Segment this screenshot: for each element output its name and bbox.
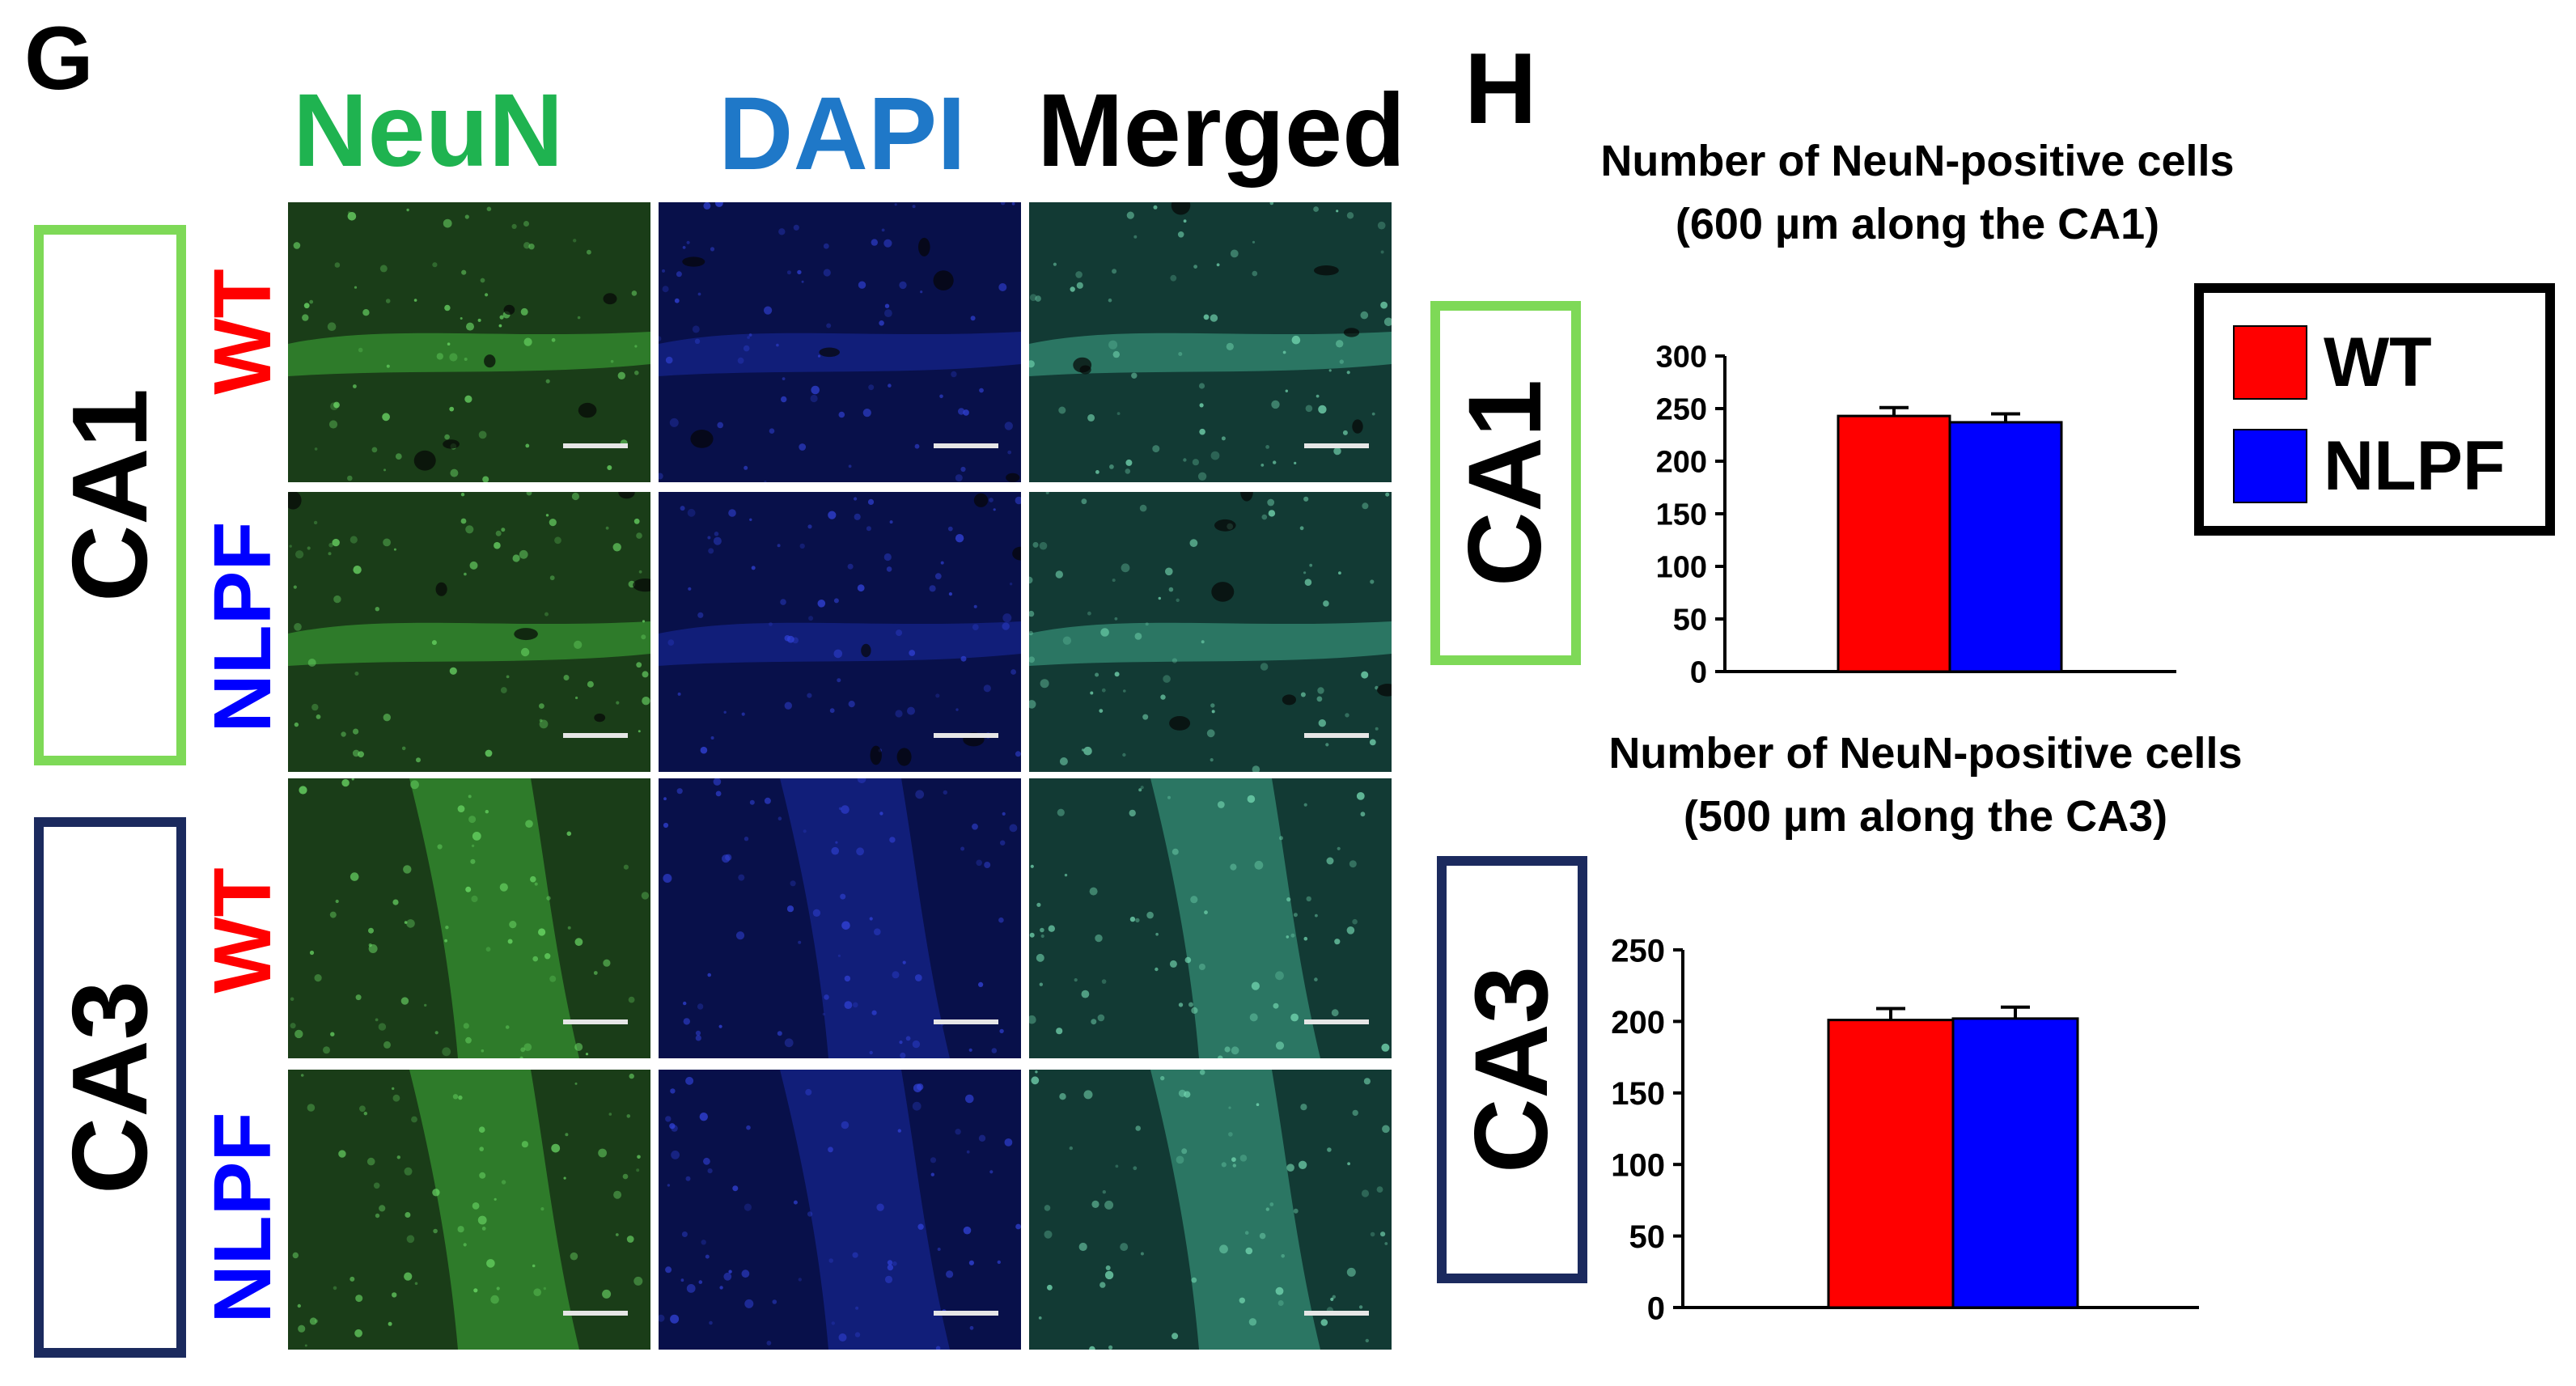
bar-nlpf <box>1951 1017 2079 1309</box>
micrograph-ca3-wt-neun <box>288 778 650 1058</box>
column-header-merged: Merged <box>1037 73 1406 189</box>
genotype-label-ca1-nlpf: NLPF <box>197 521 288 733</box>
chart-title-ca3-line2: (500 µm along the CA3) <box>1683 792 2168 841</box>
column-header-dapi: DAPI <box>718 76 966 192</box>
scale-bar <box>563 443 628 448</box>
bar-chart-ca3: 0 50 100 150 200 250 <box>1611 933 2199 1326</box>
chart-title-ca3-line1: Number of NeuN-positive cells <box>1608 729 2243 778</box>
genotype-label-ca3-wt: WT <box>197 867 288 994</box>
micrograph-ca1-wt-dapi <box>659 202 1021 482</box>
y-tick-label: 250 <box>1611 933 1665 969</box>
chart-region-box-ca1: CA1 <box>1430 301 1581 665</box>
chart-region-box-ca3: CA3 <box>1437 856 1587 1283</box>
bar-wt <box>1827 1019 1955 1309</box>
y-tick-label: 100 <box>1656 551 1707 585</box>
region-box-ca3: CA3 <box>34 817 186 1358</box>
panel-letter-h: H <box>1464 33 1537 145</box>
micrograph-ca3-wt-dapi <box>659 778 1021 1058</box>
chart-region-label-ca1: CA1 <box>1447 379 1563 587</box>
scale-bar <box>1304 1019 1369 1024</box>
y-tick-label: 150 <box>1611 1076 1665 1112</box>
micrograph-ca3-nlpf-neun <box>288 1070 650 1350</box>
scale-bar <box>934 443 998 448</box>
bar-chart-ca1: 0 50 100 150 200 250 300 <box>1656 341 2176 690</box>
chart-title-ca1-line2: (600 µm along the CA1) <box>1675 200 2160 249</box>
micrograph-ca3-nlpf-merged <box>1029 1070 1392 1350</box>
scale-bar <box>1304 1311 1369 1316</box>
genotype-label-ca1-wt: WT <box>197 269 288 395</box>
legend-label-nlpf: NLPF <box>2324 427 2506 505</box>
y-tick-label: 200 <box>1656 446 1707 480</box>
scale-bar <box>1304 733 1369 738</box>
micrograph-ca1-nlpf-merged <box>1029 492 1392 772</box>
region-label-ca3: CA3 <box>50 980 169 1195</box>
genotype-label-ca3-nlpf: NLPF <box>197 1112 288 1324</box>
legend-swatch-wt <box>2233 325 2307 400</box>
y-tick-label: 50 <box>1673 604 1707 638</box>
y-tick-label: 150 <box>1656 498 1707 532</box>
bar-nlpf <box>1948 421 2063 673</box>
scale-bar <box>934 1019 998 1024</box>
region-label-ca1: CA1 <box>50 388 169 603</box>
y-tick-label: 100 <box>1611 1148 1665 1184</box>
y-tick-label: 0 <box>1647 1291 1665 1326</box>
scale-bar <box>1304 443 1369 448</box>
chart-region-label-ca3: CA3 <box>1454 965 1570 1174</box>
bar-wt <box>1837 414 1951 673</box>
panel-letter-g: G <box>24 9 94 108</box>
micrograph-ca1-wt-merged <box>1029 202 1392 482</box>
scale-bar <box>563 1019 628 1024</box>
micrograph-ca3-wt-merged <box>1029 778 1392 1058</box>
scale-bar <box>563 1311 628 1316</box>
y-tick-label: 300 <box>1656 341 1707 375</box>
region-box-ca1: CA1 <box>34 225 186 765</box>
micrograph-ca1-nlpf-neun <box>288 492 650 772</box>
micrograph-ca1-wt-neun <box>288 202 650 482</box>
scale-bar <box>934 1311 998 1316</box>
y-tick-label: 200 <box>1611 1005 1665 1041</box>
y-tick-label: 250 <box>1656 393 1707 427</box>
legend: WT NLPF <box>2194 283 2555 536</box>
legend-swatch-nlpf <box>2233 429 2307 503</box>
micrograph-ca3-nlpf-dapi <box>659 1070 1021 1350</box>
legend-label-wt: WT <box>2324 324 2432 401</box>
y-tick-label: 0 <box>1690 656 1707 690</box>
legend-item-nlpf: NLPF <box>2233 429 2506 503</box>
chart-title-ca3: Number of NeuN-positive cells (500 µm al… <box>1545 722 2306 849</box>
scale-bar <box>934 733 998 738</box>
column-header-neun: NeuN <box>293 73 564 189</box>
micrograph-ca1-nlpf-dapi <box>659 492 1021 772</box>
scale-bar <box>563 733 628 738</box>
y-tick-label: 50 <box>1629 1219 1666 1255</box>
chart-title-ca1-line1: Number of NeuN-positive cells <box>1600 137 2235 185</box>
chart-title-ca1: Number of NeuN-positive cells (600 µm al… <box>1537 129 2298 256</box>
legend-item-wt: WT <box>2233 325 2432 400</box>
